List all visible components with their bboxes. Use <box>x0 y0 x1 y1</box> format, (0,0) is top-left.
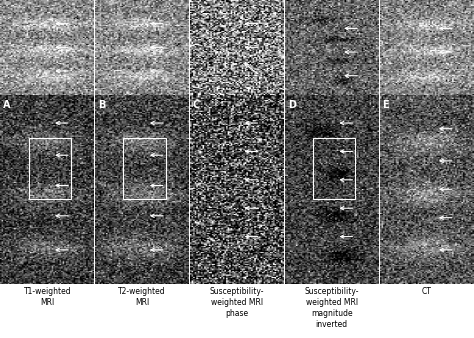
Text: D: D <box>288 100 296 110</box>
Text: B: B <box>98 100 105 110</box>
Text: A: A <box>3 100 11 110</box>
Text: C: C <box>193 100 200 110</box>
Text: Susceptibility-
weighted MRI
magnitude
inverted: Susceptibility- weighted MRI magnitude i… <box>305 287 359 329</box>
Text: T1-weighted
MRI: T1-weighted MRI <box>24 287 71 307</box>
Bar <box>313 138 356 199</box>
Text: CT: CT <box>422 287 431 296</box>
Text: E: E <box>383 100 389 110</box>
Text: Susceptibility-
weighted MRI
phase: Susceptibility- weighted MRI phase <box>210 287 264 318</box>
Bar <box>28 138 71 199</box>
Text: T2-weighted
MRI: T2-weighted MRI <box>118 287 166 307</box>
Bar <box>123 138 166 199</box>
